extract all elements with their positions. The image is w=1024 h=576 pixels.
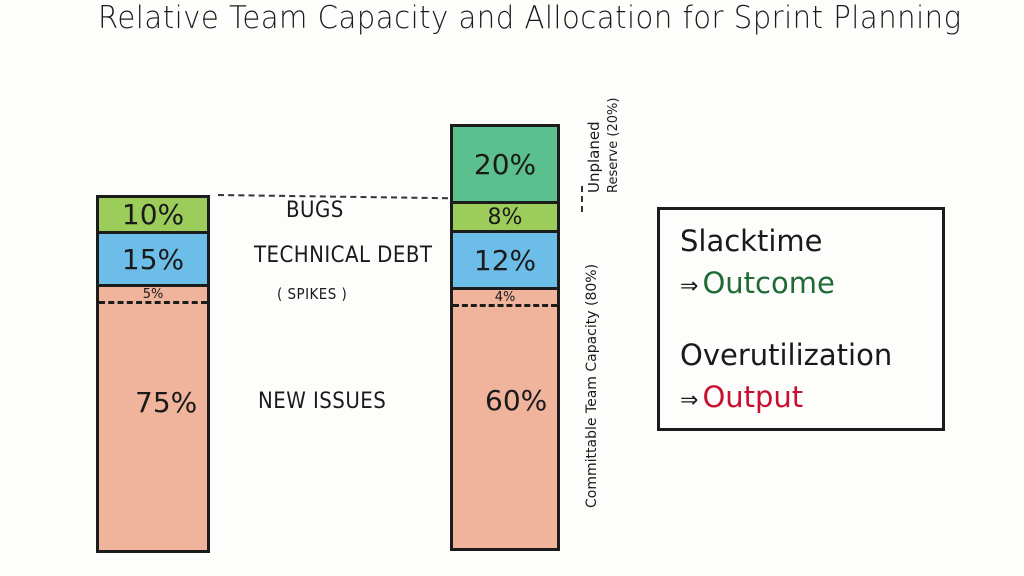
slacktime-label: Slacktime (680, 224, 823, 258)
insight-box: Slacktime ⇒ Outcome Overutilization ⇒ Outp… (657, 207, 945, 431)
outcome-row: ⇒ Outcome (680, 266, 835, 300)
value-techdebt: 12% (473, 243, 537, 277)
label-new-issues: NEW ISSUES (258, 389, 387, 414)
reserve-label-line1: Unplaned (585, 121, 603, 193)
value-reserve: 20% (473, 147, 537, 181)
output-row: ⇒ Output (680, 380, 803, 414)
bar-planned: 20% 8% 12% 4% 60% (450, 124, 560, 551)
label-spikes: ( SPIKES ) (277, 285, 348, 303)
committable-capacity-label: Committable Team Capacity (80%) (584, 263, 600, 508)
reserve-divider (581, 186, 583, 212)
value-bugs: 10% (121, 198, 185, 231)
reserve-label-line2: Reserve (20%) (606, 97, 621, 193)
value-new-issues: 60% (485, 384, 548, 417)
double-arrow-icon: ⇒ (680, 274, 699, 299)
segment-techdebt: 12% (453, 233, 557, 290)
segment-bugs: 8% (453, 204, 557, 233)
outcome-label: Outcome (702, 266, 835, 300)
value-techdebt: 15% (121, 242, 185, 276)
chart-title: Relative Team Capacity and Allocation fo… (98, 0, 962, 36)
value-bugs: 8% (487, 204, 523, 230)
segment-spikes: 5% (99, 287, 207, 303)
value-spikes: 5% (142, 287, 164, 302)
overutilization-label: Overutilization (680, 338, 893, 372)
segment-reserve: 20% (453, 127, 557, 204)
segment-spikes: 4% (453, 290, 557, 306)
value-spikes: 4% (494, 290, 516, 305)
output-label: Output (702, 380, 804, 414)
spikes-divider (99, 301, 207, 304)
segment-techdebt: 15% (99, 234, 207, 287)
segment-bugs: 10% (99, 198, 207, 234)
double-arrow-icon: ⇒ (680, 388, 699, 413)
bar-current: 10% 15% 5% 75% (96, 195, 210, 553)
label-bugs: BUGS (286, 198, 344, 223)
label-techdebt: TECHNICAL DEBT (254, 243, 433, 268)
value-new-issues: 75% (135, 386, 198, 419)
spikes-divider (453, 304, 557, 307)
